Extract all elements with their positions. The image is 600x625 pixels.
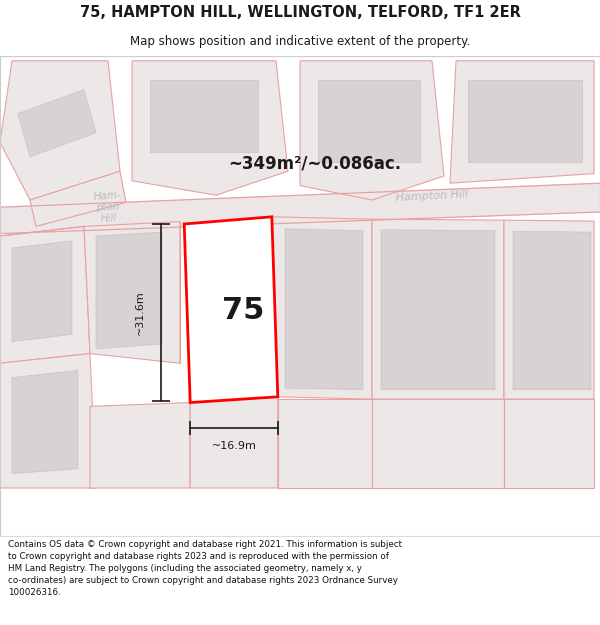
Polygon shape [0, 226, 90, 363]
Polygon shape [272, 217, 372, 399]
Polygon shape [12, 371, 78, 474]
Polygon shape [132, 61, 288, 195]
Polygon shape [381, 230, 495, 389]
Text: Ham-
pton
Hill: Ham- pton Hill [93, 191, 123, 224]
Polygon shape [372, 219, 504, 399]
Polygon shape [0, 183, 600, 234]
Polygon shape [184, 217, 278, 402]
Text: Contains OS data © Crown copyright and database right 2021. This information is : Contains OS data © Crown copyright and d… [8, 541, 402, 597]
Polygon shape [150, 80, 258, 152]
Polygon shape [90, 402, 190, 488]
Polygon shape [504, 399, 594, 488]
Polygon shape [513, 231, 591, 389]
Polygon shape [190, 397, 278, 488]
Polygon shape [0, 61, 120, 200]
Polygon shape [84, 222, 180, 363]
Polygon shape [468, 80, 582, 162]
Polygon shape [504, 220, 594, 399]
Polygon shape [450, 61, 594, 183]
Polygon shape [12, 241, 72, 342]
Text: ~16.9m: ~16.9m [212, 441, 256, 451]
Polygon shape [285, 229, 363, 389]
Text: 75: 75 [222, 296, 264, 324]
Text: Map shows position and indicative extent of the property.: Map shows position and indicative extent… [130, 36, 470, 49]
Polygon shape [18, 89, 96, 157]
Polygon shape [30, 171, 126, 226]
Polygon shape [318, 80, 420, 162]
Polygon shape [278, 399, 372, 488]
Text: ~31.6m: ~31.6m [135, 290, 145, 335]
Text: 75, HAMPTON HILL, WELLINGTON, TELFORD, TF1 2ER: 75, HAMPTON HILL, WELLINGTON, TELFORD, T… [80, 5, 520, 20]
Text: ~349m²/~0.086ac.: ~349m²/~0.086ac. [228, 155, 401, 173]
Polygon shape [300, 61, 444, 200]
Text: Hampton Hill: Hampton Hill [395, 189, 469, 203]
Polygon shape [96, 232, 162, 349]
Polygon shape [372, 399, 504, 488]
Polygon shape [0, 354, 96, 488]
